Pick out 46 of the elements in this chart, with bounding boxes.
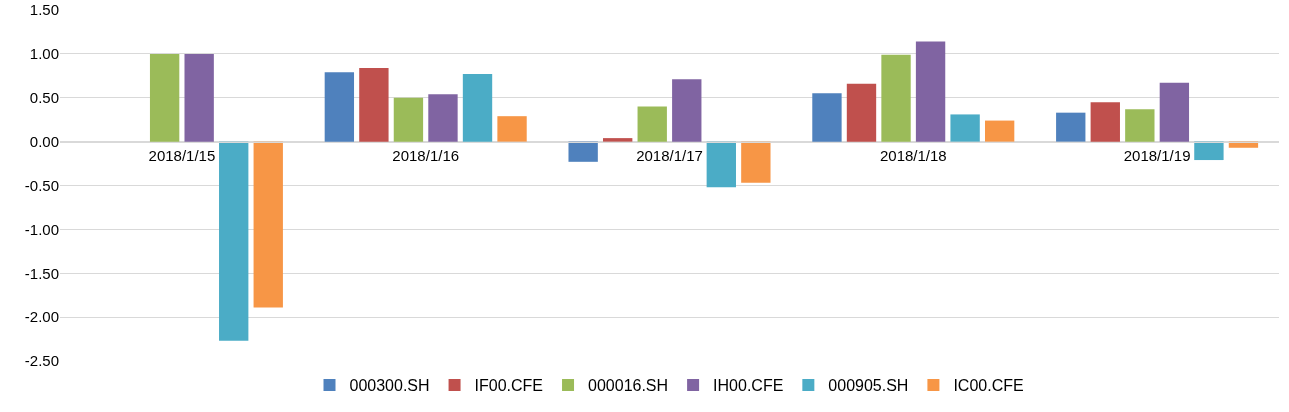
x-tick-label: 2018/1/17	[636, 146, 703, 164]
y-tick-label: 1.00	[29, 45, 59, 63]
bar	[568, 141, 598, 162]
bar	[637, 106, 667, 142]
bar	[1056, 112, 1086, 142]
y-tick-label: -2.00	[24, 308, 59, 326]
y-tick-label: -1.50	[24, 264, 59, 282]
bar	[1125, 109, 1155, 142]
bar	[462, 74, 493, 142]
bar	[428, 94, 458, 142]
bar	[253, 141, 283, 308]
y-tick-label: 0.00	[29, 132, 59, 150]
legend-label: 000300.SH	[349, 377, 430, 395]
bar	[881, 54, 911, 142]
bar	[672, 79, 702, 142]
legend-label: 000016.SH	[588, 377, 669, 395]
bar	[359, 67, 389, 142]
bar	[915, 41, 946, 142]
bar	[497, 116, 527, 142]
x-tick-label: 2018/1/19	[1123, 146, 1191, 164]
bar	[1090, 102, 1120, 142]
y-tick-label: -2.50	[24, 352, 59, 370]
legend-label: IH00.CFE	[713, 377, 784, 395]
legend-label: 000905.SH	[828, 377, 909, 395]
bar	[184, 53, 214, 142]
legend-label: IF00.CFE	[474, 377, 544, 395]
bar	[149, 53, 180, 142]
y-tick-label: 1.50	[29, 1, 59, 19]
bar	[846, 83, 877, 142]
x-tick-label: 2018/1/18	[879, 146, 947, 164]
bar	[812, 93, 842, 142]
y-tick-label: -0.50	[24, 176, 59, 194]
x-tick-label: 2018/1/15	[148, 146, 216, 164]
bar	[219, 141, 249, 341]
bar	[950, 114, 980, 142]
bar	[1194, 141, 1224, 161]
y-tick-label: -1.00	[24, 220, 59, 238]
x-tick-label: 2018/1/16	[392, 146, 460, 164]
bar	[393, 97, 424, 142]
legend-label: IC00.CFE	[953, 377, 1024, 395]
bar	[706, 141, 736, 188]
bar	[1159, 82, 1190, 142]
bar	[324, 72, 355, 142]
bar	[741, 141, 771, 183]
bar	[984, 120, 1015, 142]
y-tick-label: 0.50	[29, 89, 59, 106]
